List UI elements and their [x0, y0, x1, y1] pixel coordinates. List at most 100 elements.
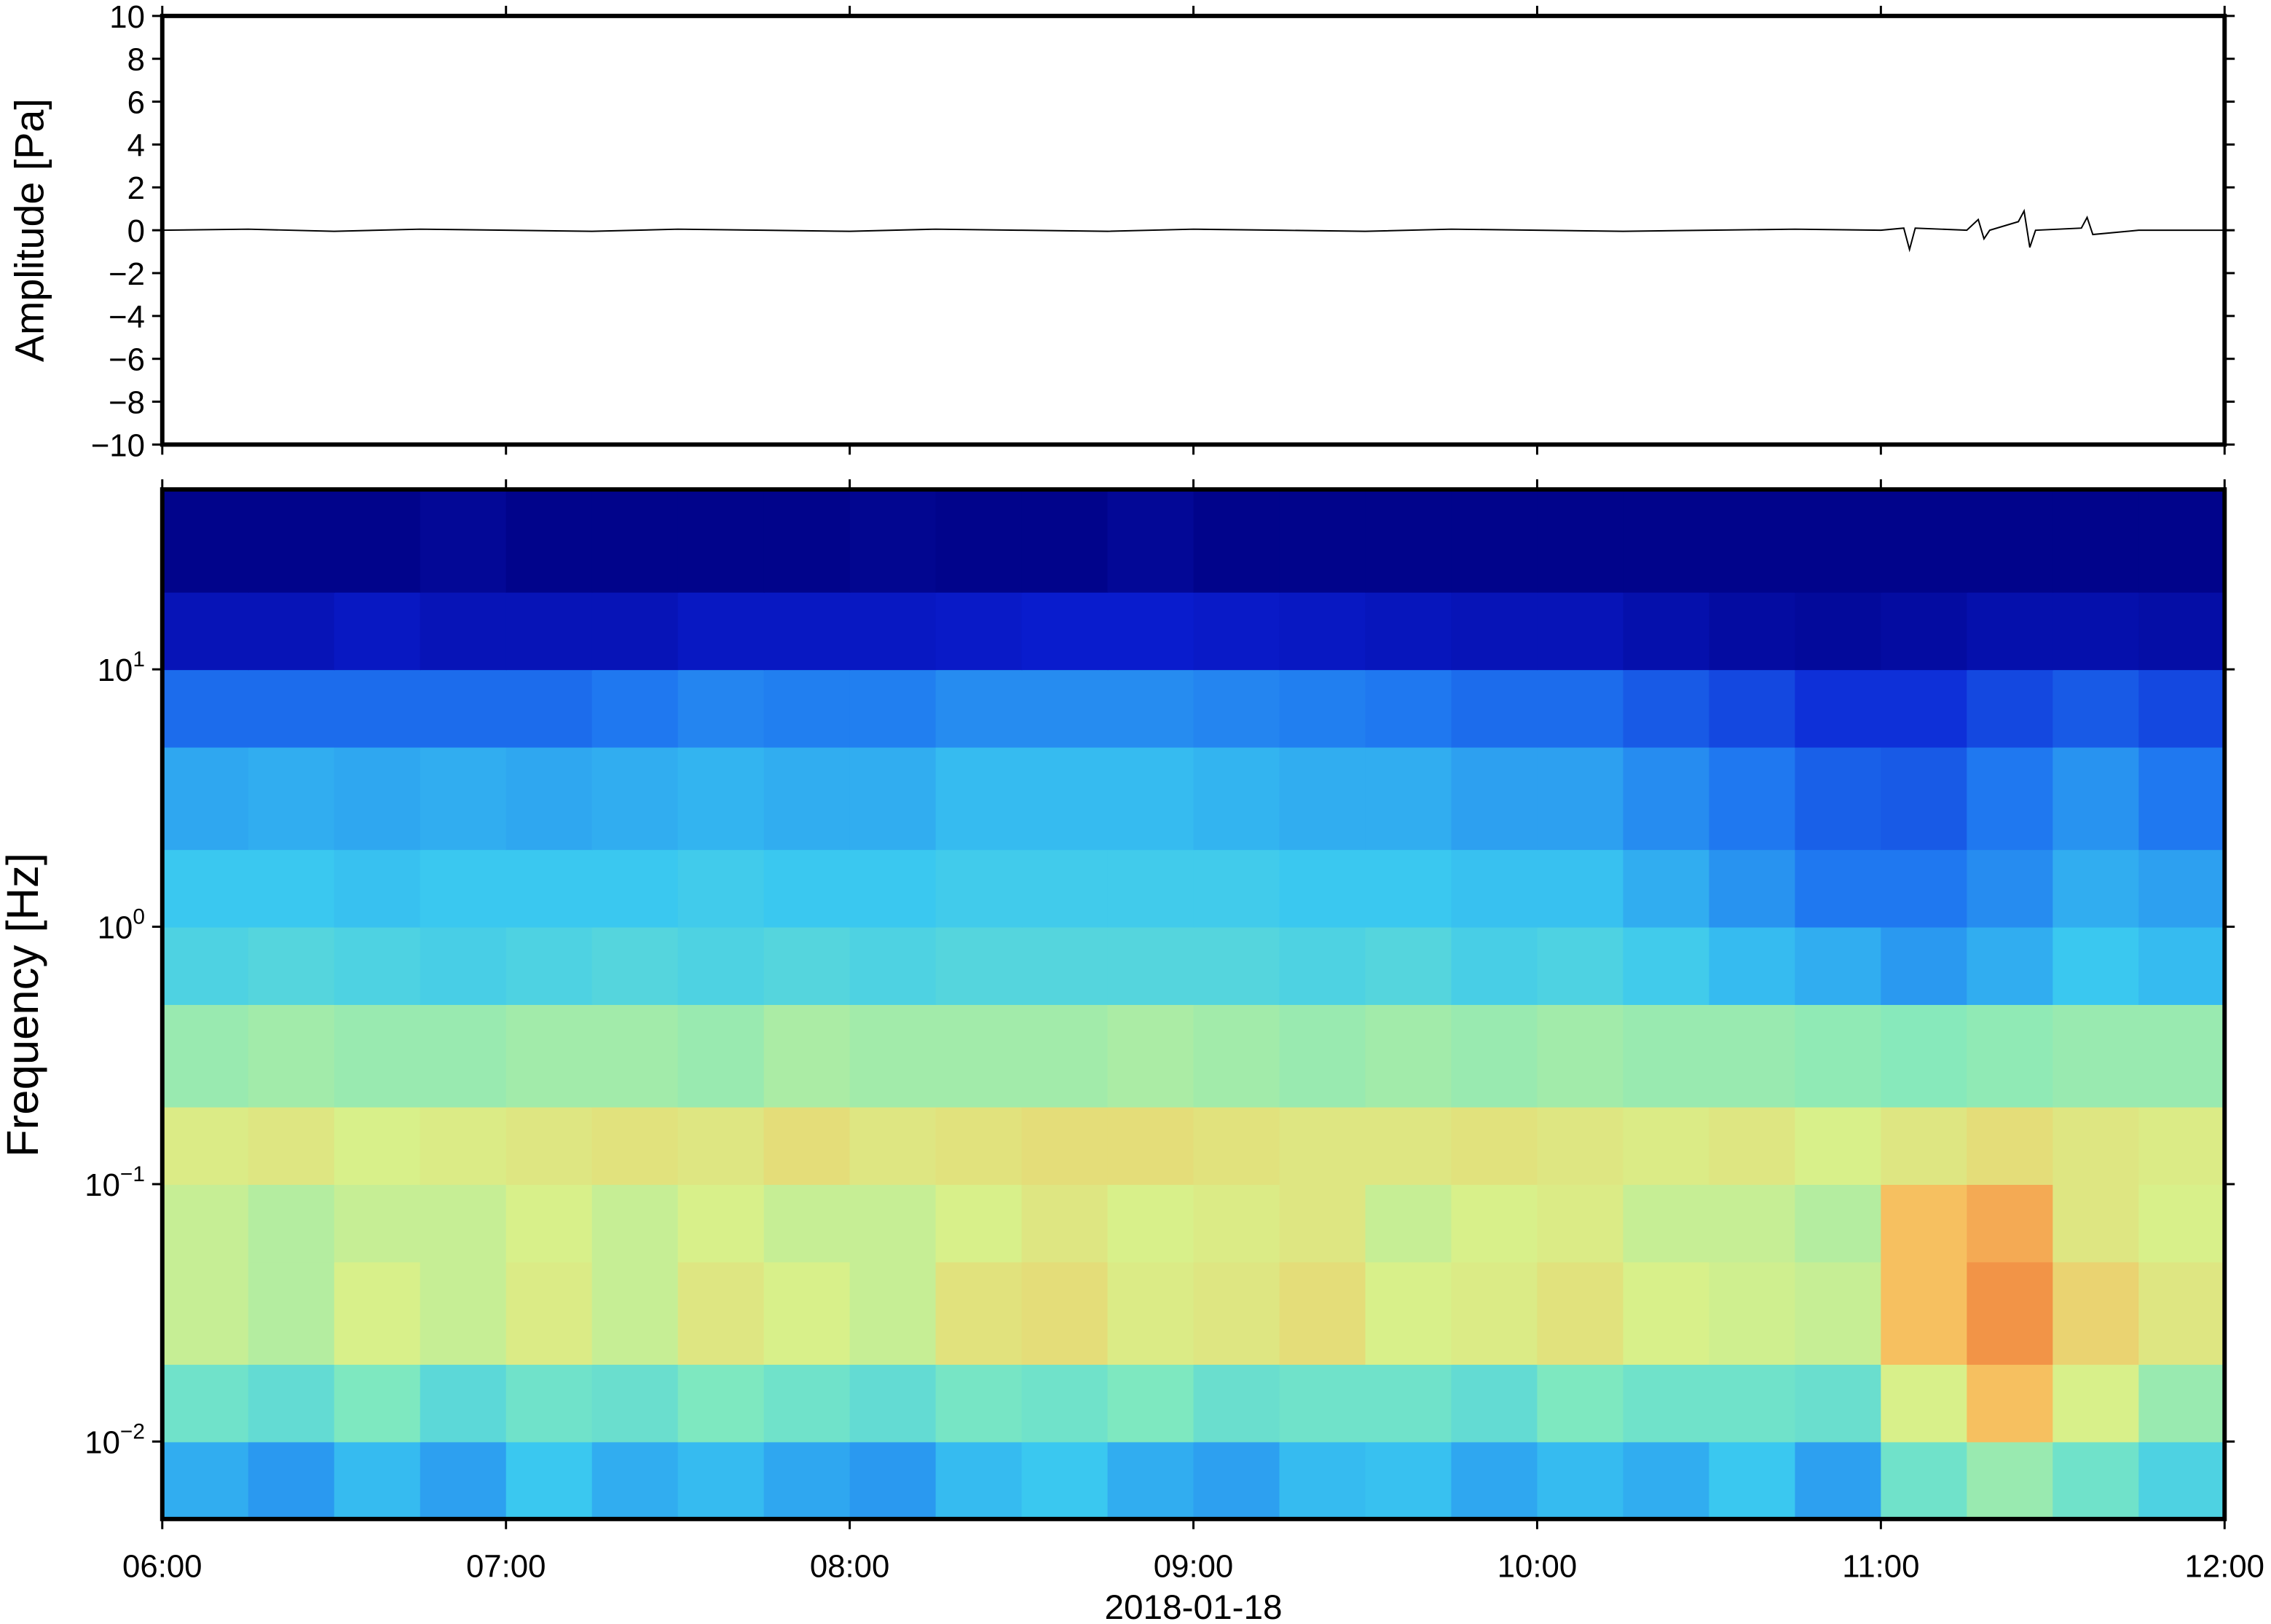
- y-tick-label: 10−2: [84, 1419, 145, 1460]
- spectrogram-cell: [162, 926, 249, 1005]
- spectrogram-cell: [162, 1441, 249, 1520]
- spectrogram-cell: [591, 1441, 679, 1520]
- spectrogram-cell: [1193, 1441, 1280, 1520]
- spectrogram-cell: [505, 1441, 593, 1520]
- spectrogram-cell: [505, 1364, 593, 1443]
- spectrogram-cell: [1279, 1184, 1366, 1263]
- spectrogram-cell: [1365, 1106, 1452, 1185]
- spectrogram-cell: [677, 1364, 765, 1443]
- spectrogram-cell: [1623, 1441, 1710, 1520]
- spectrogram-cell: [1881, 1004, 1968, 1108]
- spectrogram-cell: [1365, 1364, 1452, 1443]
- spectrogram-cell: [935, 746, 1023, 851]
- spectrogram-cell: [1967, 1261, 2054, 1365]
- spectrogram-cell: [1365, 669, 1452, 748]
- spectrogram-cell: [1365, 849, 1452, 928]
- spectrogram-cell: [1021, 1261, 1109, 1365]
- spectrogram-cell: [1107, 591, 1194, 671]
- spectrogram-cell: [677, 669, 765, 748]
- spectrogram-cell: [1107, 1364, 1194, 1443]
- spectrogram-cell: [1881, 926, 1968, 1005]
- spectrogram-cell: [1881, 746, 1968, 851]
- spectrogram-cell: [420, 489, 507, 593]
- spectrogram-cell: [1537, 849, 1624, 928]
- spectrogram-cell: [591, 746, 679, 851]
- y-tick-label: −8: [109, 385, 145, 420]
- spectrogram-cell: [1881, 1184, 1968, 1263]
- spectrogram-cell: [2052, 849, 2140, 928]
- spectrogram-cell: [334, 1364, 421, 1443]
- spectrogram-cell: [1795, 489, 1882, 593]
- spectrogram-cell: [849, 669, 937, 748]
- spectrogram-cell: [1107, 1106, 1194, 1185]
- spectrogram-cell: [248, 669, 335, 748]
- x-tick-label: 10:00: [1497, 1548, 1577, 1584]
- spectrogram-cell: [1623, 849, 1710, 928]
- spectrogram-cell: [334, 1184, 421, 1263]
- spectrogram-cell: [1537, 926, 1624, 1005]
- spectrogram-cell: [505, 1106, 593, 1185]
- spectrogram-cell: [1365, 591, 1452, 671]
- spectrogram-cell: [2138, 1106, 2226, 1185]
- spectrogram-cell: [1107, 1441, 1194, 1520]
- y-tick-base: 10: [84, 1424, 120, 1460]
- spectrogram-cell: [2138, 1184, 2226, 1263]
- spectrogram-cell: [2052, 1364, 2140, 1443]
- spectrogram-cell: [1193, 489, 1280, 593]
- spectrogram-cell: [1193, 926, 1280, 1005]
- spectrogram-cell: [505, 591, 593, 671]
- spectrogram-cell: [2138, 1261, 2226, 1365]
- spectrogram-cell: [763, 746, 851, 851]
- spectrogram-cell: [1279, 1106, 1366, 1185]
- spectrogram-cell: [591, 591, 679, 671]
- spectrogram-cell: [505, 1261, 593, 1365]
- spectrogram-cell: [677, 1004, 765, 1108]
- spectrogram-cell: [505, 669, 593, 748]
- spectrogram-cell: [248, 849, 335, 928]
- y-tick-label: 2: [127, 170, 145, 206]
- spectrogram-cell: [849, 1004, 937, 1108]
- spectrogram-cell: [1623, 489, 1710, 593]
- spectrogram-cell: [677, 1106, 765, 1185]
- spectrogram-cell: [763, 489, 851, 593]
- spectrogram-cell: [162, 1106, 249, 1185]
- spectrogram-cell: [1193, 1261, 1280, 1365]
- spectrogram-cell: [162, 591, 249, 671]
- spectrogram-cell: [2052, 489, 2140, 593]
- spectrogram-cell: [1795, 1004, 1882, 1108]
- spectrogram-cell: [1709, 849, 1796, 928]
- spectrogram-cell: [1279, 746, 1366, 851]
- spectrogram-cell: [1193, 1184, 1280, 1263]
- spectrogram-cell: [162, 1184, 249, 1263]
- spectrogram-cell: [162, 669, 249, 748]
- spectrogram-cell: [1881, 489, 1968, 593]
- spectrogram-cell: [1967, 1441, 2054, 1520]
- spectrogram-cell: [248, 1441, 335, 1520]
- spectrogram-cell: [1107, 1004, 1194, 1108]
- spectrogram-cell: [1021, 849, 1109, 928]
- spectrogram-cell: [1795, 1441, 1882, 1520]
- spectrogram-cell: [1795, 849, 1882, 928]
- spectrogram-cell: [334, 746, 421, 851]
- spectrogram-cell: [1021, 1106, 1109, 1185]
- spectrogram-cell: [1365, 1441, 1452, 1520]
- spectrogram-cell: [849, 746, 937, 851]
- spectrogram-cell: [1709, 1106, 1796, 1185]
- spectrogram-cell: [334, 926, 421, 1005]
- y-axis-title: Amplitude [Pa]: [7, 98, 52, 362]
- spectrogram-cell: [420, 1364, 507, 1443]
- spectrogram-cell: [1967, 1004, 2054, 1108]
- spectrogram-cell: [1279, 1441, 1366, 1520]
- spectrogram-cell: [1107, 1261, 1194, 1365]
- spectrogram-cell: [591, 489, 679, 593]
- spectrogram-cell: [248, 746, 335, 851]
- spectrogram-cell: [763, 1184, 851, 1263]
- spectrogram-cell: [2052, 1106, 2140, 1185]
- spectrogram-cell: [1967, 669, 2054, 748]
- spectrogram-cell: [591, 669, 679, 748]
- spectrogram-cell: [1451, 591, 1538, 671]
- spectrogram-cell: [162, 849, 249, 928]
- spectrogram-cell: [2052, 1184, 2140, 1263]
- x-tick-label: 09:00: [1154, 1548, 1233, 1584]
